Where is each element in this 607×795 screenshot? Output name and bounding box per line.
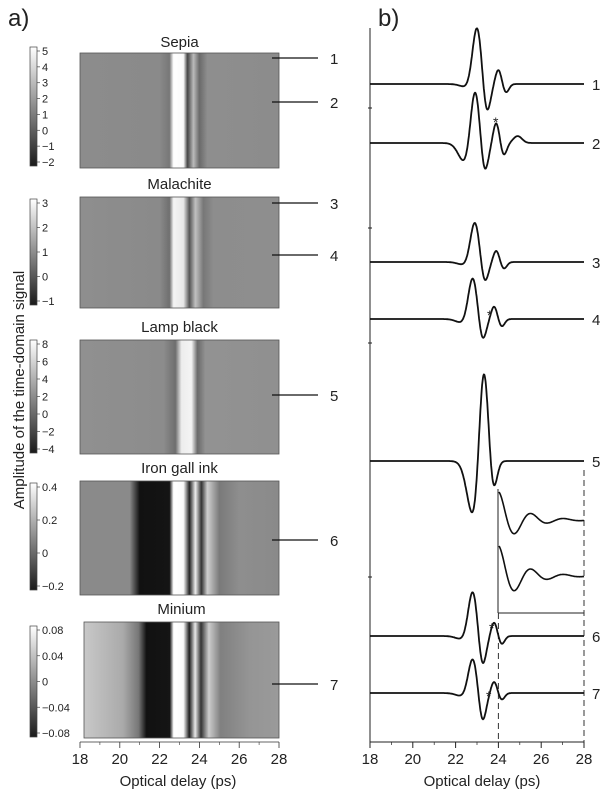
trace-6 (370, 591, 584, 664)
panel-b-traces: 1 2 3 4 5 6 7 * * * * (368, 27, 600, 742)
colorbar-tick-label: 2 (42, 94, 48, 106)
colorbar-tick-label: −2 (42, 427, 55, 439)
trace-label: 6 (592, 629, 600, 646)
heatmap-group: Sepia 5 4 3 2 1 0 −1 −2 1 2 Malachite 3 2 1 0 −1 3 4 Lamp b… (29, 34, 338, 740)
colorbar (29, 198, 38, 306)
x-tick-label: 26 (533, 751, 550, 768)
colorbar (29, 339, 38, 454)
colorbar-tick-label: 0.4 (42, 482, 57, 494)
x-tick-label: 22 (447, 751, 464, 768)
inset-trace-7 (498, 545, 585, 592)
trace-label: 7 (592, 686, 600, 703)
colorbar-tick-label: 3 (42, 78, 48, 90)
colorbar-tick-label: 0 (42, 409, 48, 421)
asterisk-marker: * (487, 307, 493, 323)
panel-b-x-axis: 18 20 22 24 26 28 (362, 741, 593, 768)
x-tick-label: 28 (576, 751, 593, 768)
heatmap-2 (79, 196, 280, 309)
panel-a-x-axis: 18 20 22 24 26 28 (72, 741, 288, 768)
x-tick-label: 24 (490, 751, 507, 768)
colorbar-tick-label: −4 (42, 444, 55, 456)
panel-a-label: a) (8, 5, 29, 32)
marker-label: 2 (330, 95, 338, 112)
x-tick-label: 20 (111, 751, 128, 768)
colorbar (29, 482, 38, 591)
trace-label: 4 (592, 312, 600, 329)
trace-5 (370, 373, 584, 514)
colorbar-tick-label: −1 (42, 296, 55, 308)
trace-label: 2 (592, 136, 600, 153)
colorbar-tick-label: −0.08 (42, 728, 70, 740)
trace-7 (370, 658, 584, 721)
colorbar-tick-label: 2 (42, 223, 48, 235)
trace-4 (370, 277, 584, 339)
trace-2 (370, 91, 584, 170)
colorbar (29, 46, 38, 167)
x-tick-label: 28 (271, 751, 288, 768)
colorbar-tick-label: 0 (42, 677, 48, 689)
x-tick-label: 20 (404, 751, 421, 768)
heatmap-title: Minium (157, 601, 205, 618)
trace-label: 1 (592, 77, 600, 94)
colorbar-tick-label: 5 (42, 46, 48, 58)
heatmap-title: Iron gall ink (141, 460, 218, 477)
marker-label: 3 (330, 196, 338, 213)
marker-label: 4 (330, 248, 338, 265)
y-axis-label: Amplitude of the time-domain signal (11, 271, 28, 509)
marker-label: 5 (330, 388, 338, 405)
marker-label: 1 (330, 51, 338, 68)
trace-label: 3 (592, 255, 600, 272)
colorbar (29, 625, 38, 738)
colorbar-tick-label: 0.04 (42, 651, 63, 663)
colorbar-tick-label: −1 (42, 141, 55, 153)
colorbar-tick-label: 0.08 (42, 625, 63, 637)
colorbar-tick-label: 0 (42, 272, 48, 284)
heatmap-1 (79, 52, 280, 169)
x-tick-label: 22 (151, 751, 168, 768)
colorbar-tick-label: 8 (42, 339, 48, 351)
panel-b-x-label: Optical delay (ps) (424, 773, 541, 790)
colorbar-tick-label: −0.04 (42, 702, 70, 714)
colorbar-tick-label: 0.2 (42, 515, 57, 527)
colorbar-tick-label: 2 (42, 392, 48, 404)
colorbar-tick-label: 0 (42, 125, 48, 137)
colorbar-tick-label: 3 (42, 198, 48, 210)
heatmap-title: Malachite (147, 176, 211, 193)
asterisk-marker: * (486, 688, 492, 704)
panel-b-label: b) (378, 5, 399, 32)
trace-1 (370, 27, 584, 111)
colorbar-tick-label: 4 (42, 374, 48, 386)
x-tick-label: 24 (191, 751, 208, 768)
heatmap-3 (79, 339, 280, 455)
colorbar-tick-label: 4 (42, 62, 48, 74)
heatmap-5 (83, 621, 280, 739)
asterisk-marker: * (493, 114, 499, 130)
trace-label: 5 (592, 454, 600, 471)
marker-label: 7 (330, 677, 338, 694)
heatmap-4 (79, 480, 280, 596)
colorbar-tick-label: 6 (42, 357, 48, 369)
heatmap-title: Sepia (160, 34, 199, 51)
colorbar-tick-label: 1 (42, 109, 48, 121)
colorbar-tick-label: −0.2 (42, 581, 64, 593)
x-tick-label: 18 (362, 751, 379, 768)
x-tick-label: 18 (72, 751, 89, 768)
x-tick-label: 26 (231, 751, 248, 768)
heatmap-title: Lamp black (141, 319, 218, 336)
colorbar-tick-label: 1 (42, 247, 48, 259)
colorbar-tick-label: 0 (42, 548, 48, 560)
asterisk-marker: * (489, 620, 495, 636)
inset-trace-6 (498, 491, 584, 535)
panel-a-x-label: Optical delay (ps) (120, 773, 237, 790)
marker-label: 6 (330, 533, 338, 550)
trace-3 (370, 222, 584, 281)
colorbar-tick-label: −2 (42, 157, 55, 169)
